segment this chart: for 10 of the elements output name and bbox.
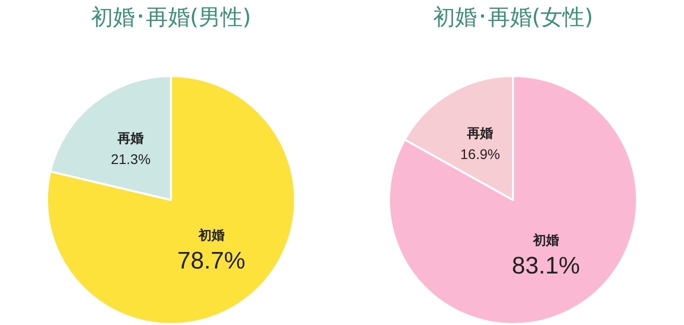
data-label: 78.7% bbox=[177, 247, 246, 274]
chart-title: 初婚･再婚(女性) bbox=[432, 6, 594, 30]
data-label: 21.3% bbox=[110, 151, 151, 168]
slice-label: 初婚 bbox=[532, 232, 559, 249]
slice-label: 再婚 bbox=[116, 132, 144, 147]
data-label: 83.1% bbox=[512, 252, 580, 280]
data-label: 16.9% bbox=[460, 146, 500, 162]
slice-label: 初婚 bbox=[197, 227, 224, 244]
chart-title: 初婚･再婚(男性) bbox=[90, 6, 252, 30]
slice-label: 再婚 bbox=[466, 126, 494, 142]
